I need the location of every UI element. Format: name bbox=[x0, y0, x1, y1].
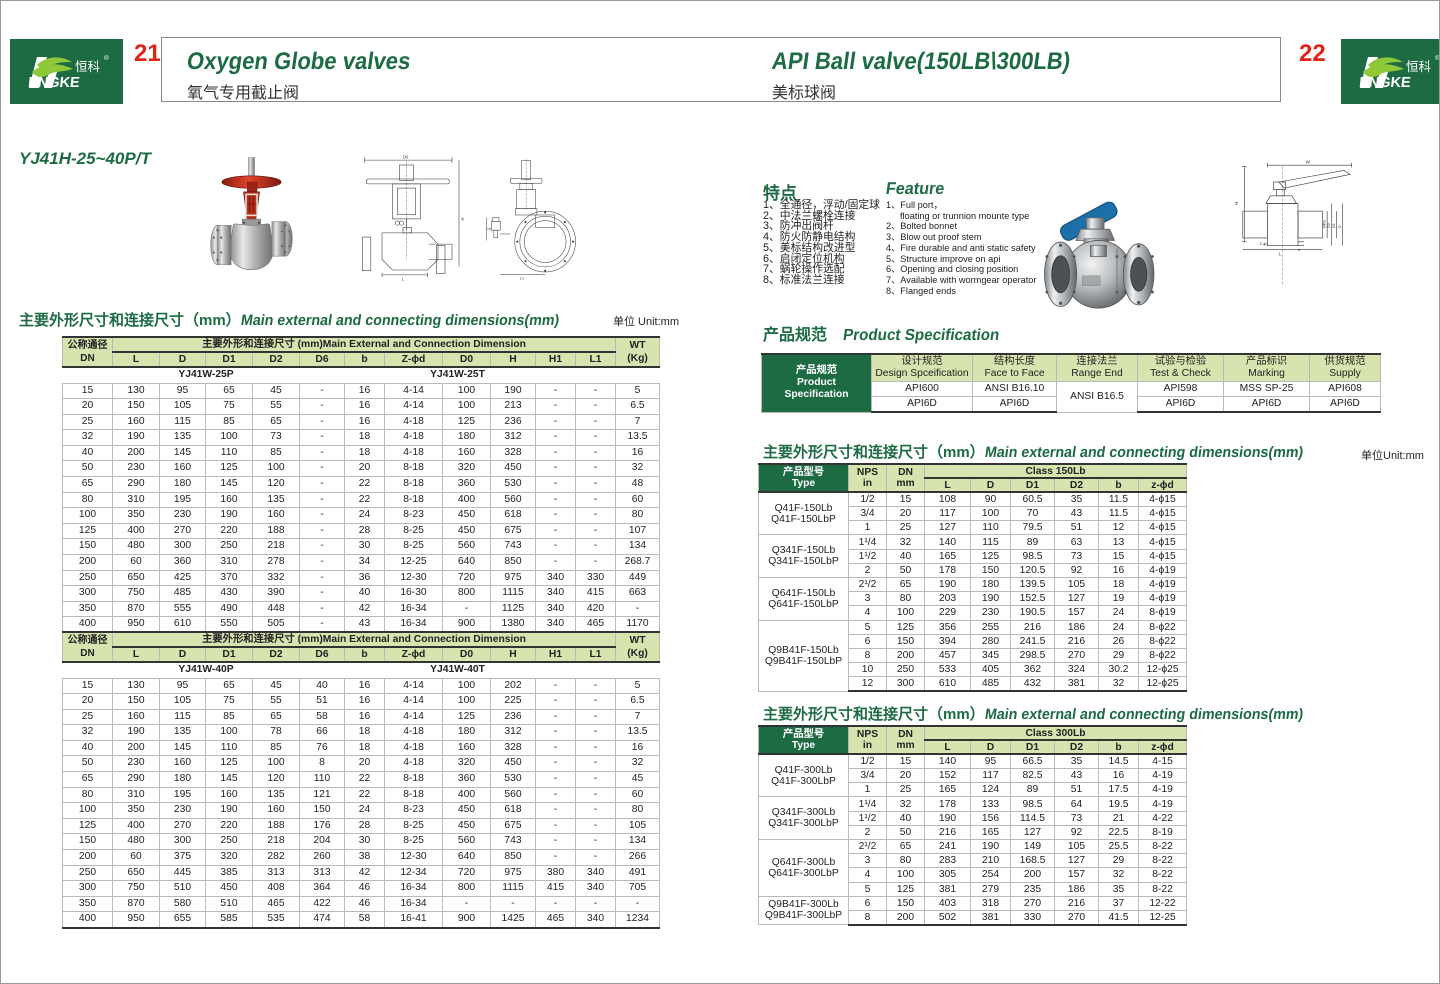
svg-text:®: ® bbox=[104, 54, 109, 62]
svg-text:恒科: 恒科 bbox=[1406, 60, 1432, 74]
svg-text:H: H bbox=[1234, 202, 1239, 205]
svg-text:NPS: NPS bbox=[1323, 220, 1327, 228]
svg-text:恒科: 恒科 bbox=[75, 60, 101, 74]
svg-text:D0: D0 bbox=[403, 155, 409, 160]
svg-text:ht: ht bbox=[488, 227, 492, 231]
svg-text:D2: D2 bbox=[1327, 223, 1331, 228]
svg-text:L: L bbox=[402, 277, 405, 282]
svg-text:D: D bbox=[1338, 225, 1342, 228]
svg-text:D1: D1 bbox=[1332, 223, 1336, 228]
svg-text:H: H bbox=[460, 218, 465, 221]
svg-text:ENGKE: ENGKE bbox=[1358, 75, 1411, 91]
svg-text:L: L bbox=[1279, 252, 1282, 257]
svg-text:®: ® bbox=[1435, 54, 1440, 62]
svg-text:ENGKE: ENGKE bbox=[27, 75, 80, 91]
svg-text:L1: L1 bbox=[520, 277, 524, 281]
svg-text:Z-ϕd: Z-ϕd bbox=[1260, 242, 1268, 246]
svg-text:W: W bbox=[1306, 160, 1311, 165]
svg-text:b: b bbox=[1298, 248, 1300, 252]
